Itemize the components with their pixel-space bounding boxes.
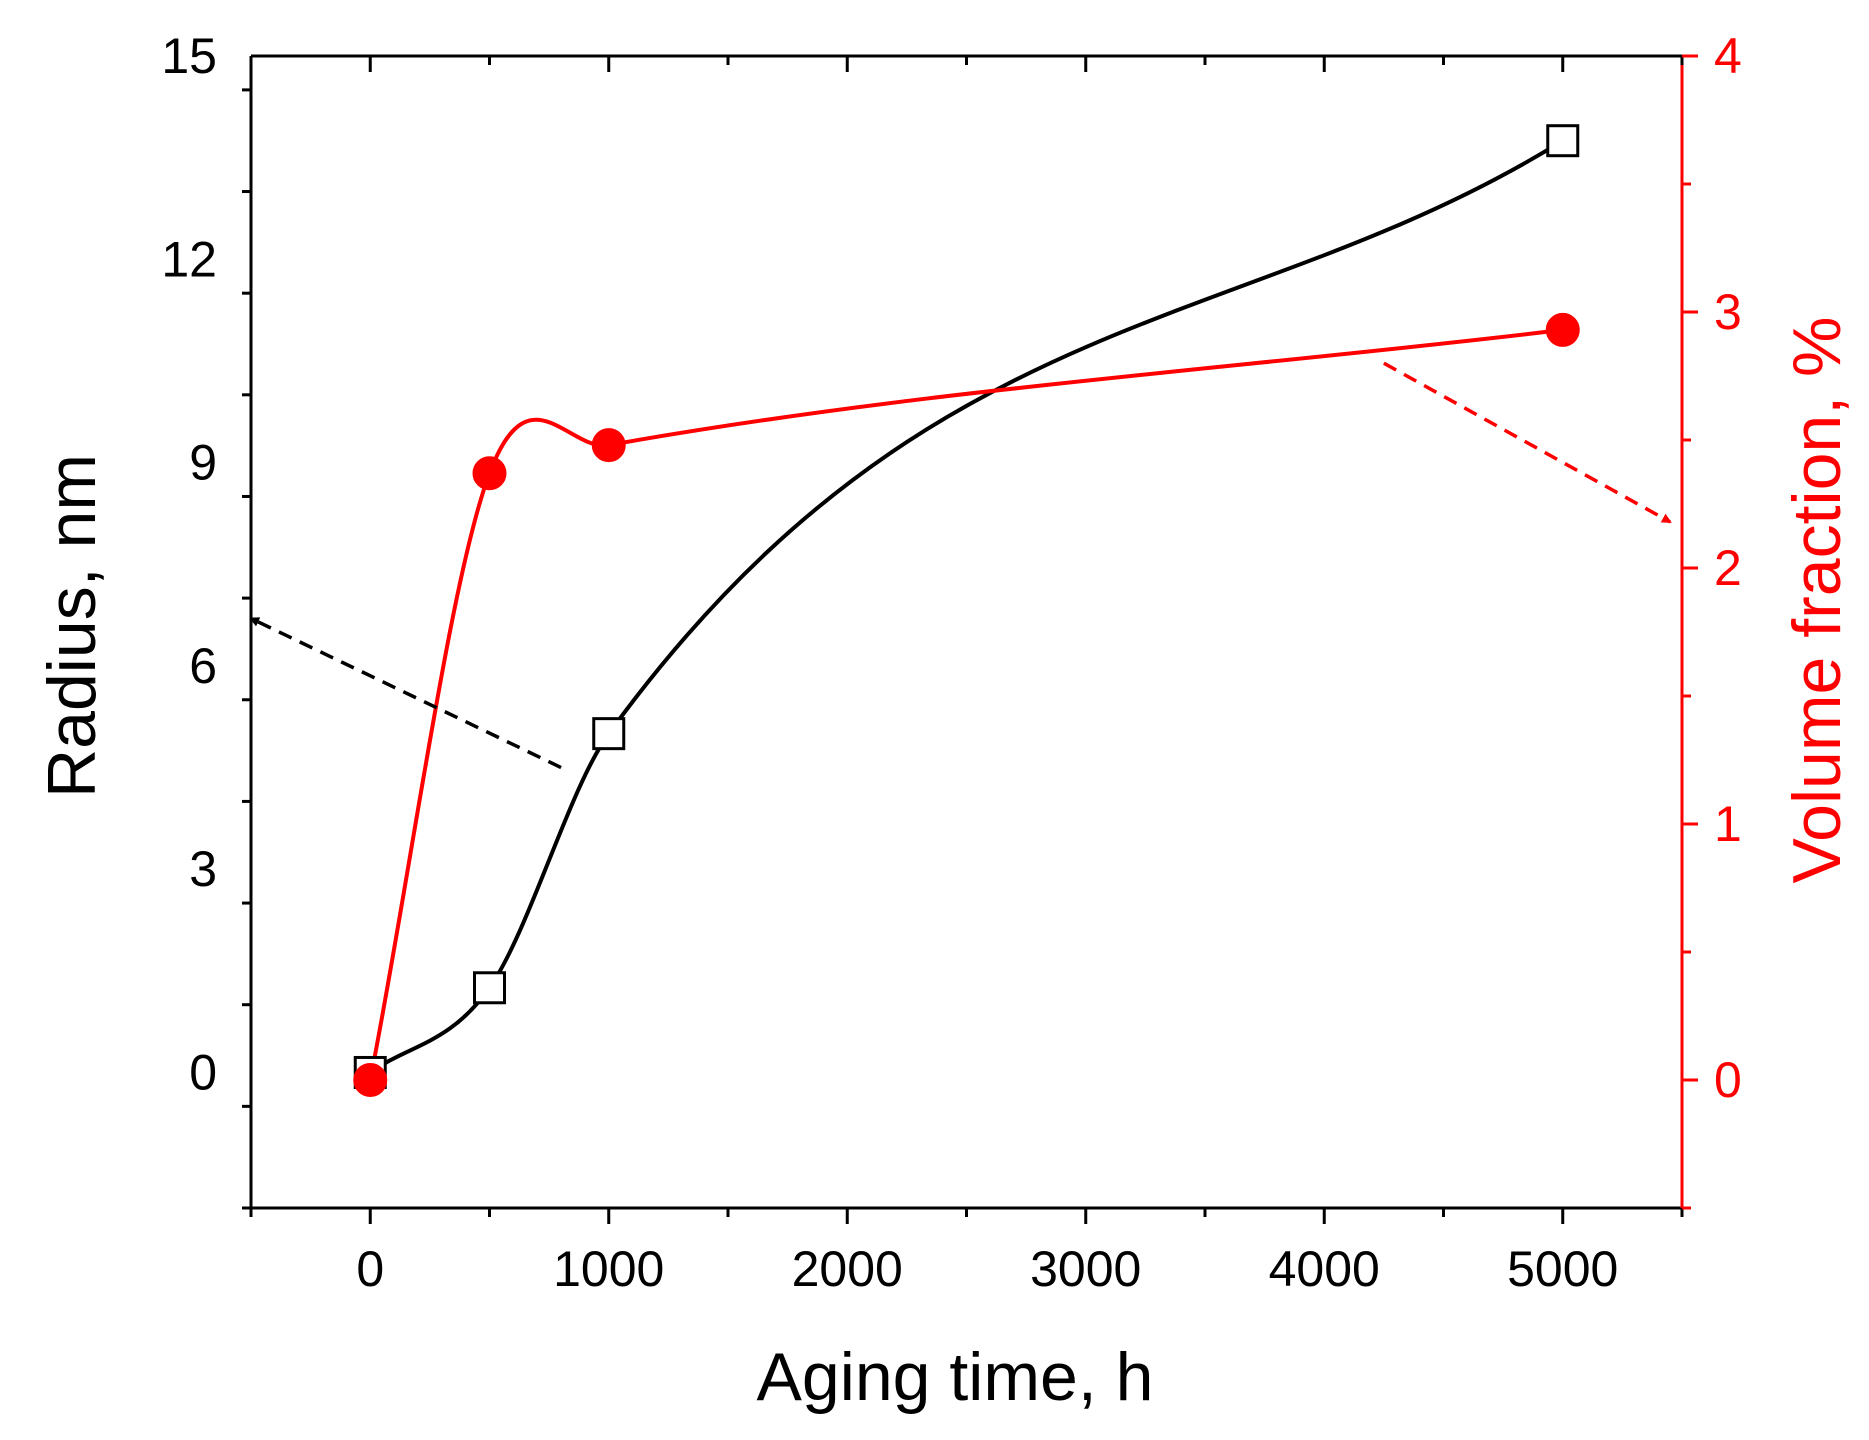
y2-tick-label: 3 bbox=[1714, 284, 1742, 340]
radius-point bbox=[473, 971, 506, 1005]
radius-point bbox=[592, 717, 626, 751]
x-axis-title: Aging time, h bbox=[757, 1339, 1154, 1415]
y-axis-title: Radius, nm bbox=[34, 454, 110, 798]
x-tick-label: 0 bbox=[356, 1241, 384, 1297]
radius-point bbox=[1546, 124, 1580, 158]
black-dashed-arrow bbox=[249, 616, 562, 770]
volume-fraction-line bbox=[368, 327, 1563, 1081]
y2-tick-label: 4 bbox=[1714, 28, 1742, 84]
y2-tick-label: 2 bbox=[1714, 540, 1742, 596]
red-dashed-arrow bbox=[1383, 361, 1672, 524]
y-tick-label: 6 bbox=[189, 638, 217, 694]
x-tick-label: 2000 bbox=[792, 1241, 903, 1297]
volume-fraction-point bbox=[472, 456, 507, 491]
x-tick-label: 5000 bbox=[1507, 1241, 1618, 1297]
volume-fraction-point bbox=[353, 1063, 388, 1097]
x-tick-label: 3000 bbox=[1030, 1241, 1141, 1297]
y-tick-label: 9 bbox=[189, 435, 217, 491]
y2-axis-title: Volume fraction, % bbox=[1779, 317, 1855, 884]
radius-line bbox=[369, 139, 1564, 1075]
volume-fraction-point bbox=[591, 428, 626, 463]
y-tick-label: 12 bbox=[161, 231, 217, 287]
axes bbox=[249, 54, 1684, 1210]
x-tick-label: 1000 bbox=[553, 1241, 664, 1297]
y2-tick-label: 0 bbox=[1714, 1052, 1742, 1108]
x-tick-label: 4000 bbox=[1269, 1241, 1380, 1297]
y-tick-label: 0 bbox=[189, 1044, 217, 1100]
annotations bbox=[249, 361, 1672, 770]
y2-tick-label: 1 bbox=[1714, 796, 1742, 852]
y-tick-label: 15 bbox=[161, 28, 217, 84]
y-tick-label: 3 bbox=[189, 841, 217, 897]
series bbox=[353, 124, 1580, 1097]
volume-fraction-point bbox=[1545, 312, 1580, 347]
